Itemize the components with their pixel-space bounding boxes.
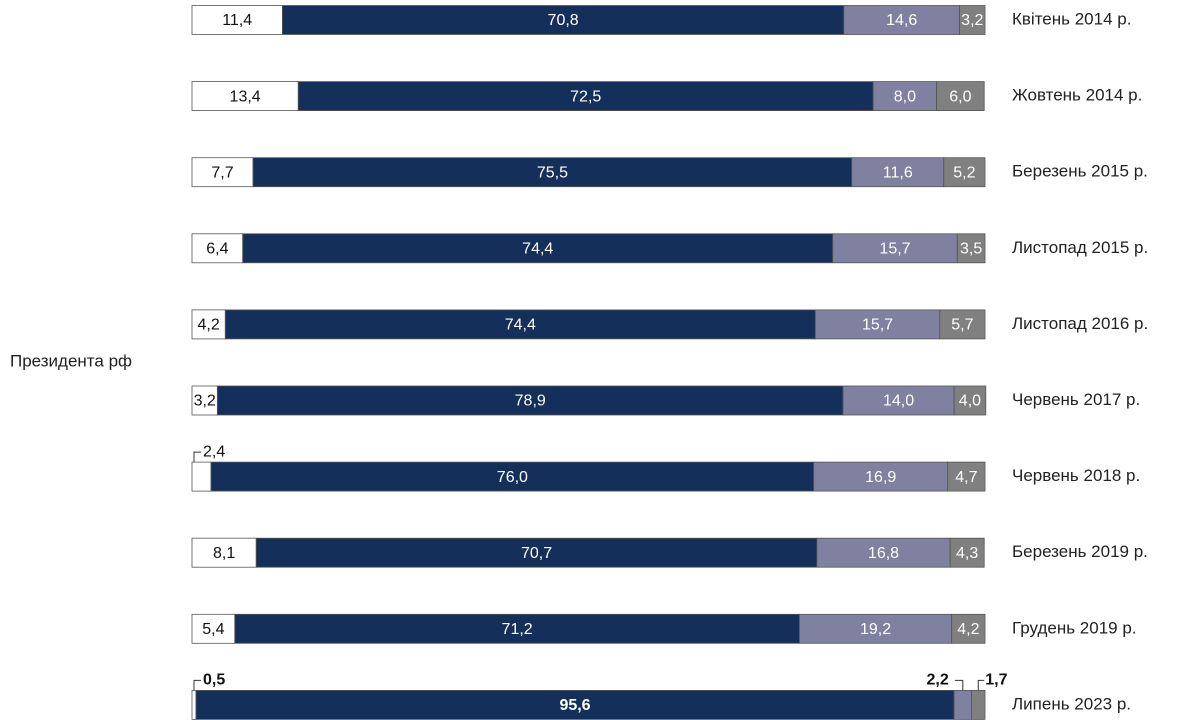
- bar-segment: [191, 537, 257, 568]
- bar-segment: [842, 385, 955, 416]
- bar-segment: [282, 5, 845, 35]
- category-label: Квітень 2014 р.: [1012, 9, 1131, 28]
- value-label: 6,0: [949, 88, 971, 105]
- value-label: 5,2: [953, 164, 975, 181]
- bar-segment: [191, 157, 254, 188]
- value-label: 70,7: [521, 545, 552, 562]
- bar-segment: [947, 461, 986, 492]
- category-label: Березень 2015 р.: [1012, 162, 1148, 181]
- bar-segment: [971, 690, 986, 720]
- bar-segment: [191, 690, 197, 720]
- value-label: 4,0: [959, 393, 981, 410]
- category-label: Грудень 2019 р.: [1012, 618, 1137, 637]
- bar-segment: [191, 81, 299, 111]
- y-axis-label: Президента рф: [10, 351, 132, 370]
- value-label: 11,4: [222, 12, 252, 29]
- bar-segment: [191, 461, 212, 492]
- value-label: 72,5: [570, 88, 601, 105]
- label-leader: [193, 451, 201, 463]
- value-label: 5,7: [951, 317, 973, 334]
- value-label: 19,2: [860, 621, 891, 638]
- value-label: 4,2: [957, 621, 979, 638]
- bar-segment: [843, 5, 961, 35]
- category-label: Березень 2019 р.: [1012, 542, 1148, 561]
- value-label: 14,6: [886, 12, 917, 29]
- bar-segment: [224, 309, 816, 340]
- value-label: 74,4: [522, 241, 553, 258]
- value-label: 74,4: [505, 317, 536, 334]
- value-label: 8,1: [213, 545, 235, 562]
- value-label: 95,6: [559, 697, 590, 714]
- value-label: 11,6: [883, 164, 913, 181]
- bar-segment: [951, 613, 986, 644]
- value-label: 15,7: [862, 317, 893, 334]
- category-label: Жовтень 2014 р.: [1012, 86, 1142, 105]
- bar-segment: [255, 537, 818, 568]
- value-label: 6,4: [206, 241, 228, 258]
- bar-segment: [242, 233, 834, 264]
- bar-segment: [814, 309, 941, 340]
- value-label: 75,5: [537, 164, 568, 181]
- value-label: 14,0: [883, 393, 914, 410]
- value-label: 5,4: [202, 621, 224, 638]
- value-label: 8,0: [894, 88, 916, 105]
- category-label: Червень 2017 р.: [1012, 390, 1140, 409]
- value-label: 7,7: [211, 164, 233, 181]
- bar-segment: [949, 537, 985, 568]
- category-label: Червень 2018 р.: [1012, 466, 1140, 485]
- bar-segment: [297, 81, 874, 111]
- value-label: 0,5: [203, 672, 225, 689]
- bar-segment: [872, 81, 938, 111]
- value-label: 15,7: [879, 241, 910, 258]
- bar-segment: [191, 233, 244, 264]
- bar-segment: [956, 233, 986, 264]
- label-leader: [977, 679, 985, 691]
- value-label: 13,4: [230, 88, 261, 105]
- bar-segment: [252, 157, 853, 188]
- value-label: 16,8: [868, 545, 899, 562]
- bar-segment: [943, 157, 986, 188]
- bar-segment: [216, 385, 844, 416]
- value-label: 76,0: [497, 469, 528, 486]
- bar-segment: [953, 690, 972, 720]
- value-label: 3,2: [194, 393, 216, 410]
- bar-segment: [191, 309, 226, 340]
- bar-segment: [936, 81, 985, 111]
- value-label: 16,9: [865, 469, 896, 486]
- value-label: 4,2: [198, 317, 220, 334]
- value-label: 71,2: [502, 621, 533, 638]
- value-label: 1,7: [985, 672, 1007, 689]
- bar-segment: [191, 385, 218, 416]
- bar-segment: [191, 5, 283, 35]
- value-label: 2,4: [203, 443, 225, 460]
- value-label: 4,7: [955, 469, 977, 486]
- bar-segment: [959, 5, 986, 35]
- bar-segment: [195, 690, 955, 720]
- category-label: Листопад 2015 р.: [1012, 238, 1148, 257]
- bar-segment: [939, 309, 986, 340]
- bar-segment: [799, 613, 953, 644]
- label-leader: [954, 679, 964, 691]
- value-label: 70,8: [548, 12, 579, 29]
- category-label: Липень 2023 р.: [1012, 694, 1131, 713]
- value-label: 4,3: [956, 545, 978, 562]
- value-label: 2,2: [927, 672, 949, 689]
- value-label: 3,5: [960, 241, 982, 258]
- value-label: 78,9: [515, 393, 546, 410]
- category-label: Листопад 2016 р.: [1012, 314, 1148, 333]
- label-leader: [193, 679, 201, 691]
- value-label: 3,2: [961, 12, 983, 29]
- bar-segment: [210, 461, 815, 492]
- bar-segment: [953, 385, 987, 416]
